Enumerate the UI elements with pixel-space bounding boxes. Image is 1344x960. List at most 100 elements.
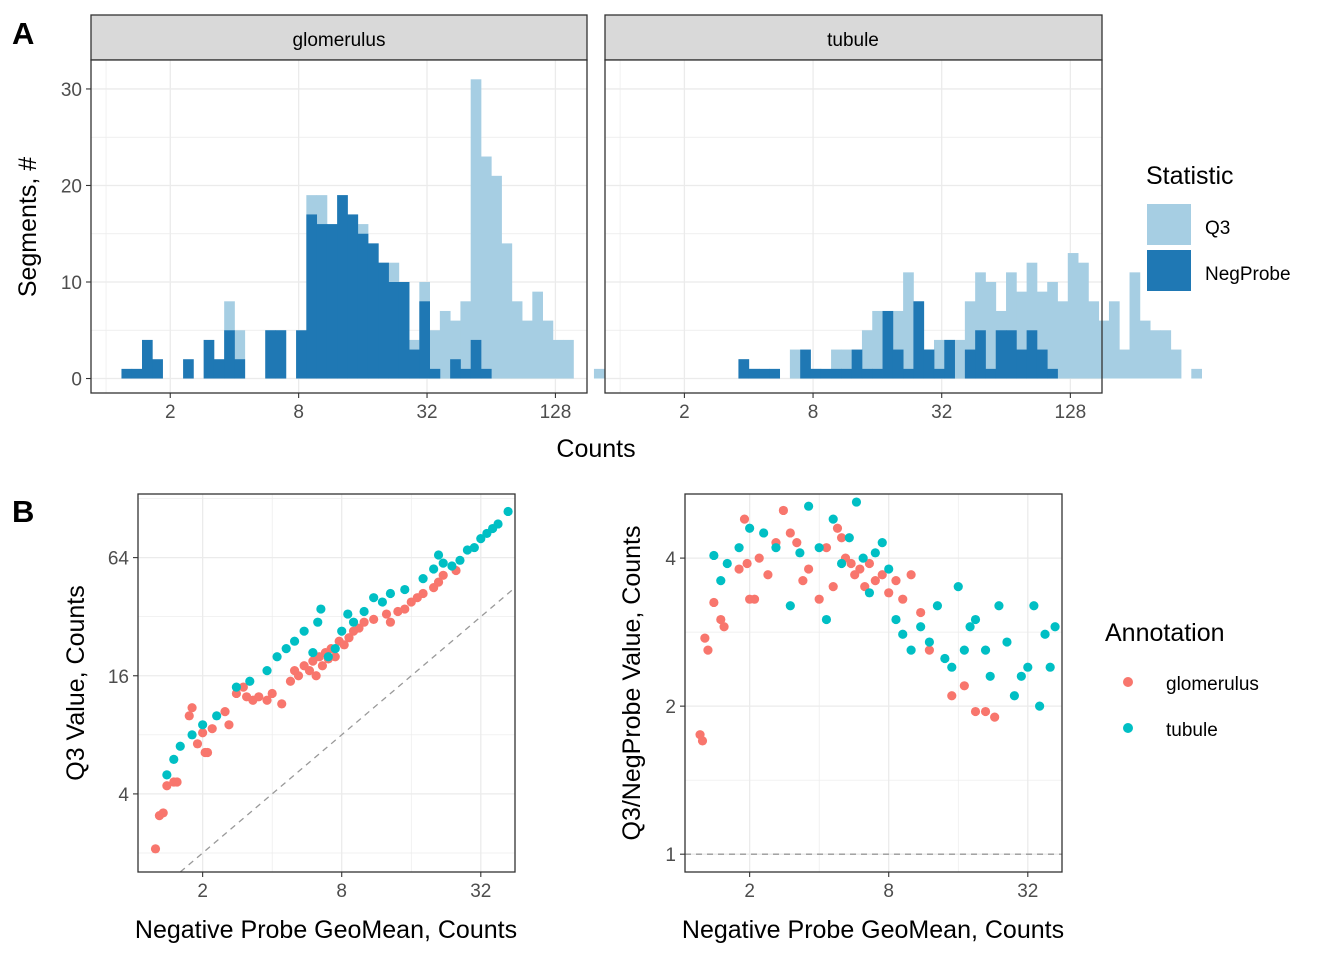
point-tubule <box>924 637 934 647</box>
legend-annotation-title: Annotation <box>1105 619 1225 647</box>
y-tick-label: 16 <box>108 667 129 688</box>
bar-negprobe <box>831 368 842 379</box>
bar-q3 <box>1108 301 1120 379</box>
bar-negprobe <box>347 214 359 379</box>
point-tubule <box>299 626 309 636</box>
point-glomerulus <box>293 671 304 681</box>
point-tubule <box>1023 662 1033 672</box>
y-tick-label: 30 <box>61 80 82 101</box>
panel-b-left: 2 8 32 4 16 64 Negative Probe GeoMean, Counts… <box>62 493 517 944</box>
panel-b-right-xlabel: Negative Probe GeoMean, Counts <box>682 916 1064 944</box>
point-glomerulus <box>238 682 248 692</box>
point-glomerulus <box>418 588 428 599</box>
point-tubule <box>870 548 880 558</box>
point-tubule <box>891 614 901 625</box>
point-glomerulus <box>763 570 773 580</box>
point-glomerulus <box>198 728 208 738</box>
bar-negprobe <box>759 368 770 379</box>
point-tubule <box>814 543 824 553</box>
point-glomerulus <box>285 676 296 686</box>
point-glomerulus <box>990 712 1000 722</box>
point-glomerulus <box>393 606 403 617</box>
panel-b-right: 2 8 32 1 2 4 Negative Probe GeoMean, Counts Q… <box>618 493 1064 944</box>
bar-q3 <box>954 339 966 379</box>
x-tick-label: 8 <box>808 402 819 423</box>
point-tubule <box>272 652 282 662</box>
point-glomerulus <box>184 711 194 721</box>
point-glomerulus <box>836 533 847 543</box>
point-glomerulus <box>700 633 710 643</box>
bar-negprobe <box>985 368 997 379</box>
bar-negprobe <box>923 349 935 379</box>
x-tick-label: 2 <box>165 402 176 423</box>
bar-q3 <box>563 339 574 379</box>
point-tubule <box>932 601 943 611</box>
bar-negprobe <box>995 330 1007 379</box>
facet-label-glomerulus: glomerulus <box>293 30 386 51</box>
point-glomerulus <box>359 617 369 627</box>
point-glomerulus <box>150 844 161 854</box>
point-tubule <box>281 644 291 654</box>
bar-negprobe <box>1006 330 1017 379</box>
point-glomerulus <box>703 645 713 655</box>
points-b-left <box>150 506 513 854</box>
point-glomerulus <box>734 564 744 574</box>
y-tick-label: 10 <box>61 273 82 294</box>
point-tubule <box>262 665 272 676</box>
legend-q3-label: Q3 <box>1205 218 1230 239</box>
point-glomerulus <box>877 570 887 580</box>
x-tick-label: 128 <box>1055 402 1087 423</box>
bar-negprobe <box>810 368 822 379</box>
point-tubule <box>469 542 479 553</box>
point-tubule <box>970 614 981 625</box>
point-tubule <box>330 644 340 654</box>
bar-negprobe <box>306 214 318 379</box>
bar-q3 <box>480 156 492 379</box>
panel-a-axes: 2 8 32 128 2 8 32 128 0 10 20 30 <box>61 80 1086 423</box>
point-tubule <box>884 564 894 574</box>
facet-label-tubule: tubule <box>827 30 879 51</box>
point-tubule <box>493 519 503 529</box>
point-tubule <box>716 576 726 586</box>
point-glomerulus <box>304 665 315 676</box>
point-glomerulus <box>814 594 824 604</box>
point-tubule <box>916 622 926 632</box>
point-tubule <box>343 609 353 619</box>
bar-q3 <box>933 339 945 379</box>
point-glomerulus <box>832 523 843 533</box>
point-glomerulus <box>959 681 969 691</box>
bar-negprobe <box>388 282 400 379</box>
panel-b-left-xlabel: Negative Probe GeoMean, Counts <box>135 916 517 944</box>
point-glomerulus <box>311 671 321 681</box>
point-glomerulus <box>749 594 760 604</box>
point-glomerulus <box>785 528 795 538</box>
bar-negprobe <box>203 339 215 379</box>
point-glomerulus <box>970 706 981 717</box>
point-tubule <box>455 555 465 565</box>
point-glomerulus <box>804 564 814 574</box>
bar-q3 <box>892 310 904 379</box>
point-tubule <box>313 617 323 627</box>
y-tick-label: 0 <box>71 370 82 391</box>
bar-negprobe <box>378 262 389 379</box>
facet-glomerulus: glomerulus <box>90 14 605 394</box>
point-tubule <box>400 584 410 595</box>
points-b-right <box>695 497 1060 746</box>
point-glomerulus <box>821 543 832 553</box>
point-glomerulus <box>739 514 750 524</box>
bar-q3 <box>1016 291 1028 379</box>
bar-negprobe <box>121 368 133 379</box>
point-glomerulus <box>224 720 234 730</box>
point-glomerulus <box>742 558 752 569</box>
panel-a-xlabel: Counts <box>556 435 635 463</box>
y-tick-label: 64 <box>108 549 130 570</box>
y-tick-label: 4 <box>118 785 129 806</box>
point-glomerulus <box>202 747 213 758</box>
point-tubule <box>821 614 832 625</box>
point-glomerulus <box>798 576 808 586</box>
point-tubule <box>337 626 347 636</box>
point-tubule <box>369 593 379 603</box>
x-tick-label: 8 <box>336 881 347 902</box>
point-tubule <box>759 528 769 538</box>
point-tubule <box>858 553 868 563</box>
